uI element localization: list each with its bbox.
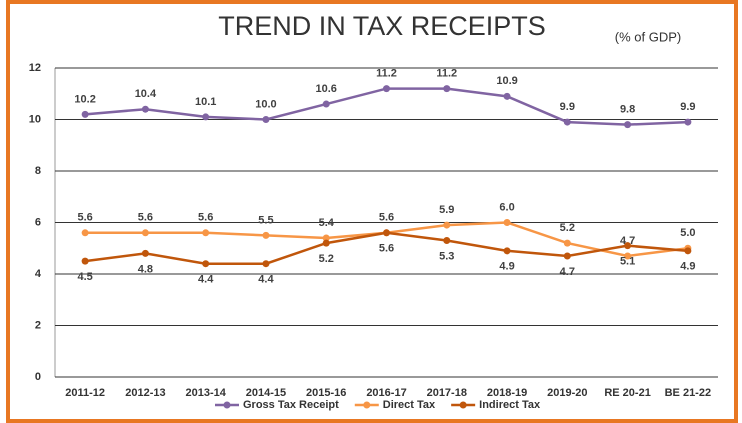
data-label: 5.5 xyxy=(258,214,273,226)
point xyxy=(202,229,210,237)
point xyxy=(503,219,511,226)
point xyxy=(322,234,330,242)
legend-marker xyxy=(459,401,467,409)
x-tick-label: 2015-16 xyxy=(306,387,346,399)
x-tick-label: 2012-13 xyxy=(125,387,165,399)
point xyxy=(141,105,149,113)
point xyxy=(383,85,390,93)
data-label: 4.9 xyxy=(499,261,514,273)
data-label: 4.8 xyxy=(138,263,153,275)
legend-label: Gross Tax Receipt xyxy=(243,399,339,411)
point xyxy=(383,229,390,237)
data-label: 5.6 xyxy=(138,212,153,224)
data-label: 5.6 xyxy=(198,212,213,224)
x-tick-label: 2014-15 xyxy=(246,387,286,399)
data-label: 4.7 xyxy=(620,235,635,247)
point xyxy=(81,229,89,237)
point xyxy=(684,247,692,255)
x-tick-label: 2013-14 xyxy=(185,387,226,399)
point xyxy=(202,113,210,121)
data-label: 11.2 xyxy=(376,68,397,80)
x-tick-label: BE 21-22 xyxy=(665,387,711,399)
point xyxy=(443,221,451,229)
data-label: 9.8 xyxy=(620,104,635,116)
data-label: 10.6 xyxy=(316,83,337,95)
x-tick-label: 2018-19 xyxy=(487,387,527,399)
point xyxy=(141,229,149,237)
chart-subtitle: (% of GDP) xyxy=(615,29,681,44)
x-tick-label: 2016-17 xyxy=(366,387,406,399)
data-label: 4.4 xyxy=(258,274,274,286)
data-label: 5.6 xyxy=(379,243,394,255)
data-label: 10.2 xyxy=(74,93,95,105)
point xyxy=(503,247,511,255)
point xyxy=(563,118,571,126)
point xyxy=(563,252,571,260)
chart-title: TREND IN TAX RECEIPTS xyxy=(218,11,546,41)
data-label: 10.4 xyxy=(135,88,157,100)
point xyxy=(503,92,511,100)
data-label: 4.7 xyxy=(560,266,575,278)
data-label: 5.2 xyxy=(319,253,334,265)
point xyxy=(322,239,330,247)
y-tick-label: 6 xyxy=(35,216,41,228)
y-tick-label: 0 xyxy=(35,371,41,383)
data-label: 10.1 xyxy=(195,96,216,108)
data-label: 5.6 xyxy=(379,212,394,224)
data-label: 5.6 xyxy=(77,212,92,224)
point xyxy=(563,239,571,247)
y-tick-label: 12 xyxy=(29,62,41,74)
data-label: 5.1 xyxy=(620,256,635,268)
point xyxy=(624,242,632,250)
point xyxy=(81,110,89,118)
point xyxy=(624,252,632,260)
y-tick-label: 4 xyxy=(35,268,42,280)
x-tick-label: RE 20-21 xyxy=(604,387,650,399)
point xyxy=(684,118,692,126)
point xyxy=(202,260,210,268)
data-label: 5.9 xyxy=(439,204,454,216)
data-label: 4.5 xyxy=(77,271,92,283)
point xyxy=(262,231,270,239)
x-tick-label: 2011-12 xyxy=(65,387,105,399)
point xyxy=(443,237,451,245)
frame xyxy=(6,0,738,423)
data-label: 6.0 xyxy=(499,201,514,213)
data-label: 11.2 xyxy=(436,68,457,80)
legend-marker xyxy=(223,401,231,409)
legend-label: Indirect Tax xyxy=(479,399,541,411)
point xyxy=(443,85,451,93)
y-tick-label: 10 xyxy=(29,113,41,125)
data-label: 5.4 xyxy=(319,217,335,229)
point xyxy=(262,116,270,123)
data-label: 9.9 xyxy=(560,101,575,113)
point xyxy=(624,121,632,129)
data-label: 10.0 xyxy=(255,98,276,110)
y-tick-label: 2 xyxy=(35,319,41,331)
y-tick-label: 8 xyxy=(35,165,41,177)
legend-label: Direct Tax xyxy=(383,399,436,411)
point xyxy=(262,260,270,268)
data-label: 10.9 xyxy=(496,75,517,87)
data-label: 4.9 xyxy=(680,261,695,273)
legend-marker xyxy=(363,401,371,409)
data-label: 9.9 xyxy=(680,101,695,113)
point xyxy=(322,100,330,108)
point xyxy=(141,249,149,257)
point xyxy=(81,257,89,265)
x-tick-label: 2017-18 xyxy=(427,387,467,399)
data-label: 4.4 xyxy=(198,274,214,286)
x-tick-label: 2019-20 xyxy=(547,387,587,399)
data-label: 5.3 xyxy=(439,250,454,262)
data-label: 5.2 xyxy=(560,222,575,234)
data-label: 5.0 xyxy=(680,227,695,239)
